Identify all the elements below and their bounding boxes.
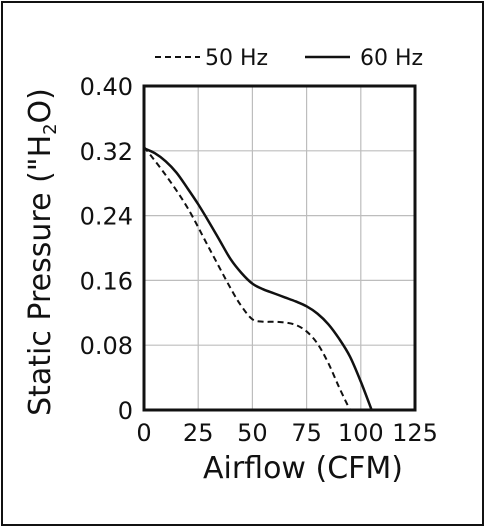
x-axis-title: Airflow (CFM) [203,451,403,486]
y-tick-label: 0 [118,397,133,425]
x-tick-label: 50 [237,419,268,447]
series-line-60hz [143,147,373,411]
y-tick-labels: 0 0.08 0.16 0.24 0.32 0.40 [80,73,133,425]
y-tick-label: 0.24 [80,203,133,231]
y-axis-title: Static Pressure ("H2O) [23,88,61,416]
y-axis-title-prefix: Static Pressure ("H [23,135,58,416]
y-tick-label: 0.08 [80,332,133,360]
legend-label-50hz: 50 Hz [205,46,268,71]
x-tick-label: 75 [291,419,322,447]
x-tick-label: 125 [392,419,438,447]
series-curves [143,146,373,411]
y-axis-title-subscript: 2 [40,123,61,134]
y-tick-label: 0.32 [80,138,133,166]
legend-label-60hz: 60 Hz [360,46,423,71]
plot-area-border [142,84,417,412]
x-tick-labels: 0 25 50 75 100 125 [136,419,438,447]
y-tick-label: 0.16 [80,267,133,295]
x-tick-label: 25 [183,419,214,447]
x-tick-label: 0 [136,419,151,447]
x-tick-label: 100 [338,419,384,447]
series-line-50hz [143,146,351,411]
y-tick-label: 0.40 [80,73,133,101]
legend: 50 Hz 60 Hz [155,46,423,71]
y-axis-title-suffix: O) [23,88,58,123]
grid-lines [144,86,415,410]
